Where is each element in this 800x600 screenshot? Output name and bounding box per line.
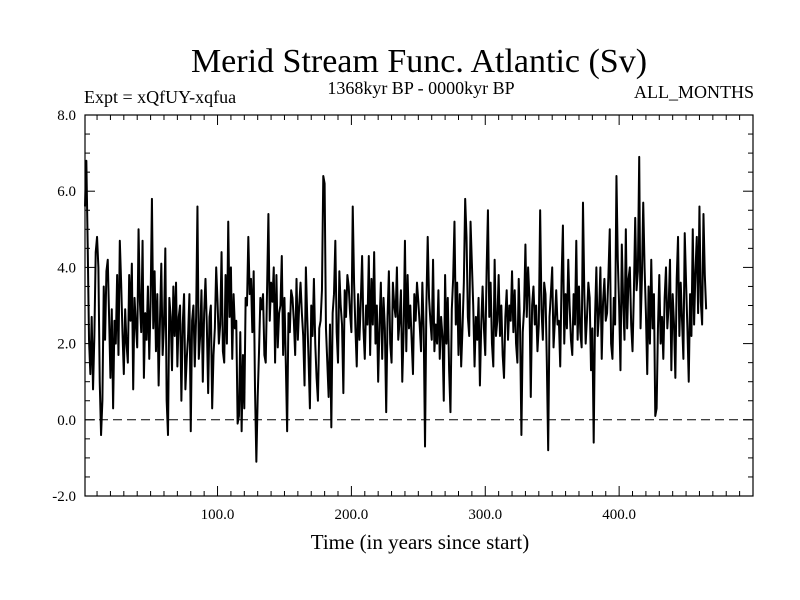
y-tick-label: 0.0: [57, 413, 76, 429]
x-tick-label: 400.0: [602, 507, 636, 523]
x-tick-label: 300.0: [468, 507, 502, 523]
series-line: [84, 155, 708, 463]
chart-title: Merid Stream Func. Atlantic (Sv): [191, 43, 647, 80]
y-tick-label: 2.0: [57, 337, 76, 353]
plot-area: 100.0 200.0 300.0 400.0 -2.0 0.0 2.0 4.0 6.0 8.0: [52, 108, 754, 523]
period-label: 1368kyr BP - 0000kyr BP: [327, 78, 514, 98]
plot-frame: [84, 114, 754, 497]
x-tick-label: 200.0: [335, 507, 369, 523]
x-axis-label: Time (in years since start): [311, 530, 530, 554]
x-tick-label: 100.0: [201, 507, 235, 523]
y-tick-label: 8.0: [57, 108, 76, 124]
y-tick-label: 6.0: [57, 184, 76, 200]
y-tick-label: 4.0: [57, 260, 76, 276]
experiment-label: Expt = xQfUY-xqfua: [84, 87, 236, 107]
y-tick-label: -2.0: [52, 489, 76, 505]
months-label: ALL_MONTHS: [634, 82, 754, 102]
